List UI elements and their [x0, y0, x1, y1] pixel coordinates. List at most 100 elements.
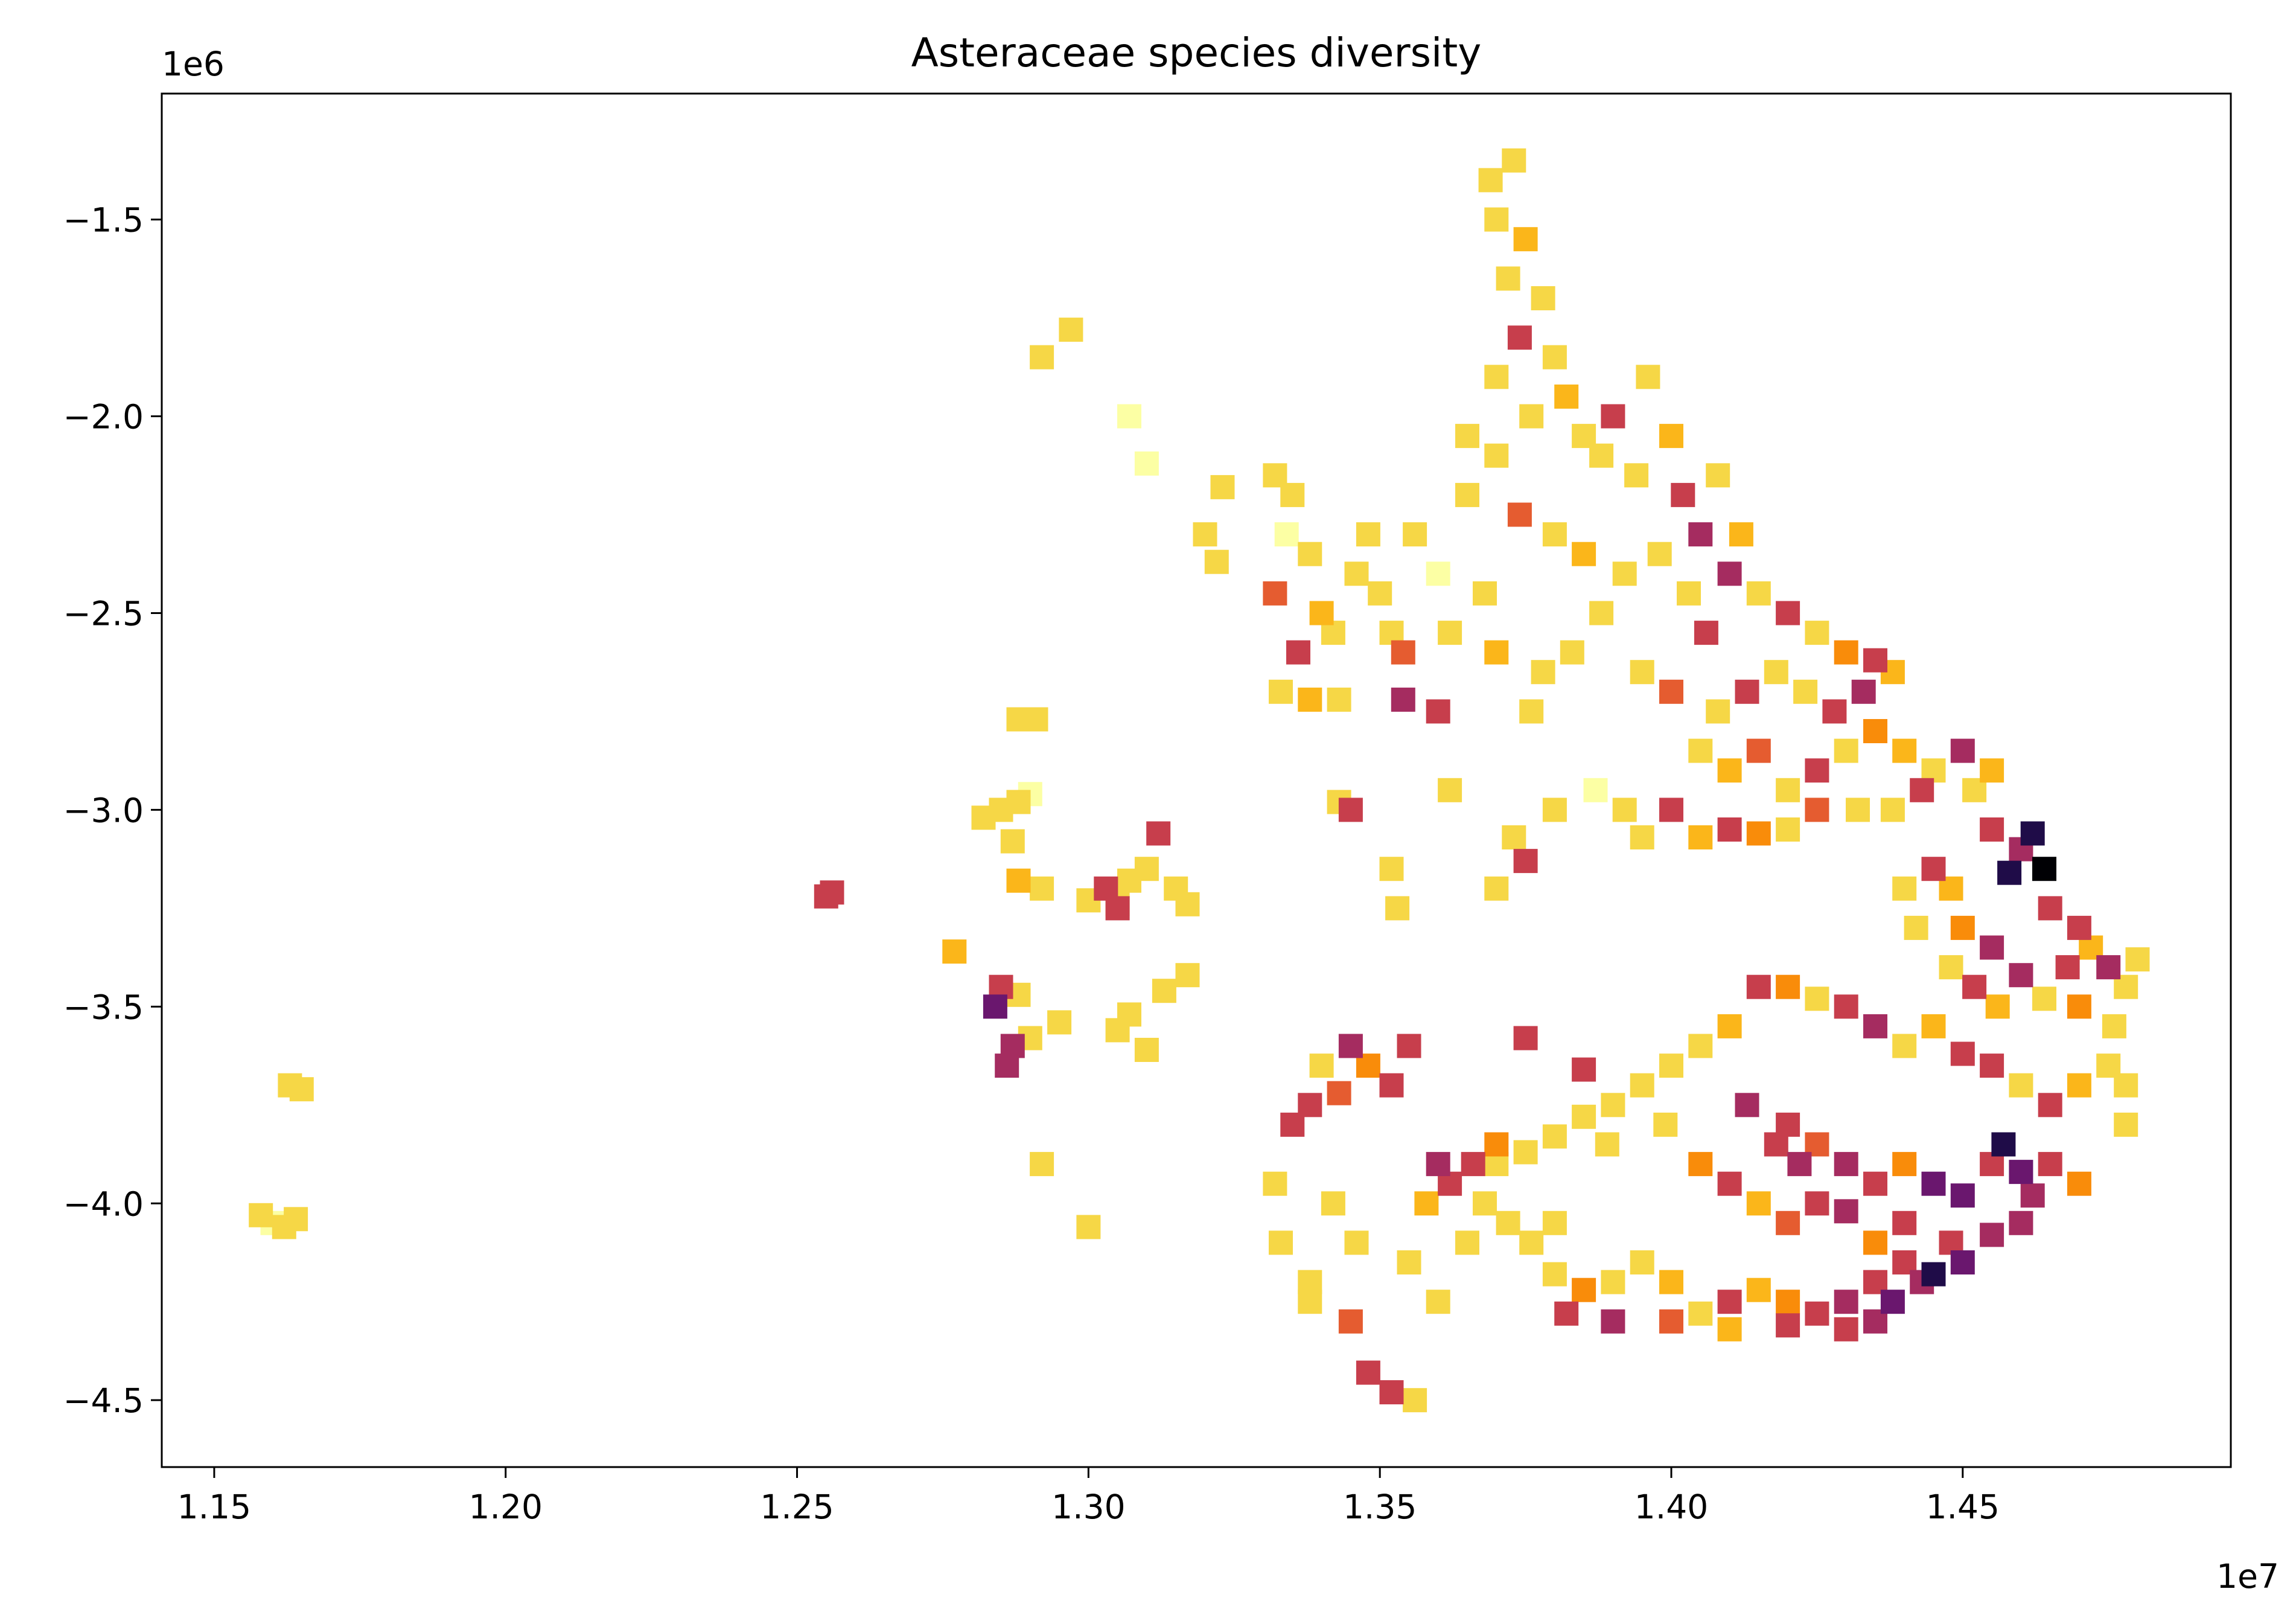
x-tick-label: 1.15	[177, 1488, 251, 1526]
data-point	[1746, 1277, 1771, 1302]
data-point	[1659, 798, 1683, 822]
data-point	[1426, 1290, 1450, 1314]
data-point	[1706, 699, 1730, 724]
y-tick-label: −3.5	[63, 988, 144, 1026]
data-point	[1030, 876, 1054, 901]
data-point	[1175, 892, 1200, 916]
data-point	[1117, 1002, 1141, 1027]
data-point	[1834, 1152, 1858, 1177]
data-point	[1473, 1191, 1497, 1216]
data-point	[1193, 522, 1217, 547]
data-point	[1980, 758, 2004, 783]
data-point	[1601, 1093, 1625, 1118]
data-point	[1269, 679, 1293, 704]
data-point	[2055, 955, 2080, 980]
data-point	[1006, 707, 1031, 732]
data-point	[2114, 1073, 2138, 1098]
data-point	[1204, 549, 1229, 574]
data-point	[1706, 463, 1730, 488]
data-point	[1519, 404, 1544, 429]
data-point	[1688, 522, 1713, 547]
data-point	[1589, 443, 1614, 468]
data-point	[2067, 1171, 2091, 1196]
data-point	[278, 1073, 302, 1098]
data-point	[1764, 660, 1788, 685]
data-point	[1863, 719, 1887, 743]
data-point	[1379, 1380, 1404, 1405]
data-point	[1572, 1057, 1596, 1082]
data-point	[1461, 1152, 1485, 1177]
data-point	[1746, 974, 1771, 999]
data-point	[1414, 1191, 1439, 1216]
data-point	[1746, 738, 1771, 763]
data-point	[1542, 1210, 1567, 1235]
data-point	[1175, 963, 1200, 988]
data-point	[1426, 1152, 1450, 1177]
data-point	[1513, 227, 1538, 252]
data-point	[2038, 1152, 2062, 1177]
data-point	[2067, 994, 2091, 1019]
data-point	[1834, 994, 1858, 1019]
data-point	[1717, 1014, 1742, 1038]
data-point	[1980, 1223, 2004, 1247]
data-point	[1146, 821, 1171, 846]
data-point	[1892, 876, 1917, 901]
data-point	[1688, 1034, 1713, 1058]
data-point	[249, 1203, 273, 1227]
data-point	[1834, 738, 1858, 763]
data-point	[1612, 561, 1637, 586]
data-point	[1507, 502, 1532, 527]
data-point	[995, 1054, 1019, 1078]
data-point	[1746, 1191, 1771, 1216]
data-point	[1805, 798, 1829, 822]
data-point	[1729, 522, 1753, 547]
data-point	[1327, 687, 1351, 712]
data-point	[2032, 986, 2056, 1011]
data-point	[1776, 974, 1800, 999]
data-point	[1601, 1309, 1625, 1334]
data-point	[1659, 424, 1683, 449]
data-point	[1519, 1230, 1544, 1255]
data-point	[1496, 266, 1520, 291]
data-point	[1659, 1270, 1683, 1294]
data-point	[1513, 1140, 1538, 1165]
data-point	[1805, 1301, 1829, 1326]
data-point	[1455, 1230, 1479, 1255]
data-point	[2009, 963, 2033, 988]
data-point	[1309, 1054, 1334, 1078]
data-point	[1950, 1183, 1975, 1208]
x-tick-label: 1.30	[1051, 1488, 1125, 1526]
data-point	[1502, 825, 1526, 849]
data-point	[1385, 896, 1410, 921]
data-point	[1688, 738, 1713, 763]
data-point	[1647, 542, 1672, 566]
data-point	[1805, 758, 1829, 783]
data-point	[1560, 640, 1584, 665]
data-point	[1793, 679, 1818, 704]
data-point	[1391, 687, 1415, 712]
data-point	[1746, 821, 1771, 846]
data-points	[249, 148, 2150, 1413]
data-point	[1787, 1152, 1812, 1177]
data-point	[272, 1215, 296, 1239]
data-point	[1542, 345, 1567, 369]
chart-title: Asteraceae species diversity	[911, 30, 1482, 76]
x-offset-label: 1e7	[2216, 1557, 2279, 1596]
data-point	[820, 880, 844, 905]
data-point	[1438, 778, 1462, 802]
data-point	[2009, 1073, 2033, 1098]
axes-frame	[161, 92, 2232, 1468]
data-point	[1805, 621, 1829, 645]
data-point	[1601, 1270, 1625, 1294]
data-point	[1892, 1152, 1917, 1177]
data-point	[1636, 365, 1660, 389]
y-tick-label: −3.0	[63, 791, 144, 830]
data-point	[1542, 1262, 1567, 1287]
data-point	[1269, 1230, 1293, 1255]
data-point	[1980, 1054, 2004, 1078]
data-point	[1659, 1309, 1683, 1334]
data-point	[1595, 1132, 1619, 1157]
data-point	[1659, 679, 1683, 704]
data-point	[1426, 561, 1450, 586]
data-point	[1950, 915, 1975, 940]
